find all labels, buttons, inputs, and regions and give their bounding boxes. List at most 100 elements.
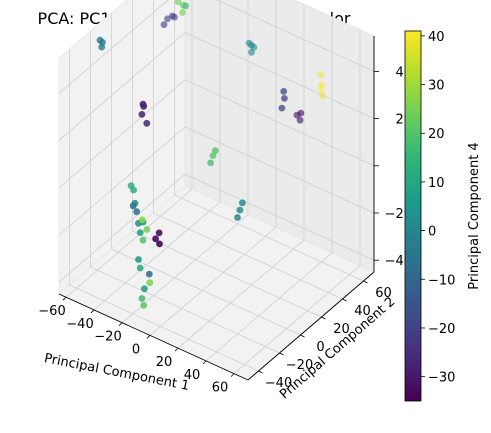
y-tick-label: −20 xyxy=(286,358,313,373)
y-tick-label: 60 xyxy=(375,286,392,301)
data-point xyxy=(319,92,326,100)
x-tick-mark xyxy=(202,360,207,365)
data-point xyxy=(98,43,106,51)
x-tick-mark xyxy=(118,322,123,326)
data-point xyxy=(143,226,151,233)
data-point xyxy=(293,111,301,119)
y-tick-mark xyxy=(300,334,305,338)
x-gridline xyxy=(177,4,305,349)
y-tick-label: 20 xyxy=(333,322,350,337)
data-point xyxy=(138,111,146,118)
y-tick-mark xyxy=(342,298,347,302)
y-tick-mark xyxy=(321,316,326,320)
data-point xyxy=(135,256,142,263)
data-point xyxy=(127,182,135,190)
colorbar-tick-label: 30 xyxy=(428,79,445,94)
x-tick-mark xyxy=(90,309,95,314)
x-tick-label: 20 xyxy=(156,355,173,370)
data-point xyxy=(138,216,146,224)
data-point xyxy=(164,15,171,23)
data-point xyxy=(139,236,147,244)
x-tick-mark xyxy=(62,296,67,301)
x-tick-mark xyxy=(174,347,179,352)
y-tick-label: 40 xyxy=(354,304,371,319)
z-gridline xyxy=(58,0,375,94)
data-point xyxy=(234,214,241,221)
y-gridline xyxy=(90,31,280,354)
data-point xyxy=(245,39,253,47)
colorbar-tick-label: 10 xyxy=(428,176,445,191)
data-point xyxy=(141,285,148,293)
data-point xyxy=(155,229,163,237)
data-point xyxy=(182,2,190,10)
data-point xyxy=(239,199,246,207)
data-point xyxy=(171,13,178,21)
data-point xyxy=(317,71,325,79)
colorbar-tick-label: −10 xyxy=(428,273,455,288)
x-tick-label: 0 xyxy=(132,342,140,357)
data-point xyxy=(207,159,215,167)
data-point xyxy=(281,95,288,102)
y-axis-line xyxy=(247,271,375,381)
colorbar-tick-label: 20 xyxy=(428,127,445,142)
data-point xyxy=(248,48,255,56)
x-gridline xyxy=(233,29,361,374)
data-point xyxy=(136,229,144,237)
x-tick-mark xyxy=(146,335,151,339)
colorbar-tick-label: 40 xyxy=(428,30,445,45)
axes-grid xyxy=(58,0,375,374)
data-point xyxy=(278,104,286,112)
data-point xyxy=(152,235,160,243)
data-point xyxy=(318,81,325,89)
z-gridline xyxy=(58,173,375,283)
data-point xyxy=(145,270,153,278)
x-gridline xyxy=(205,16,333,362)
data-point xyxy=(140,302,148,309)
axes-panes xyxy=(58,0,375,381)
x-gridline xyxy=(121,0,249,324)
data-point xyxy=(131,199,139,207)
data-point xyxy=(296,116,304,124)
y-tick-mark xyxy=(279,352,284,356)
colorbar xyxy=(404,30,422,402)
data-point xyxy=(146,279,154,287)
data-point xyxy=(133,208,141,216)
x-tick-label: −40 xyxy=(66,317,93,332)
x-axis-line xyxy=(58,293,249,381)
y-gridline xyxy=(153,0,343,300)
x-gridline xyxy=(65,0,193,298)
x-gridline xyxy=(149,0,277,336)
x-tick-label: −20 xyxy=(94,330,121,345)
data-point xyxy=(139,100,147,108)
x-gridline xyxy=(93,0,221,311)
y-tick-label: −40 xyxy=(265,376,292,391)
colorbar-tick-label: −30 xyxy=(428,371,455,386)
y-tick-mark xyxy=(258,370,263,374)
data-point xyxy=(143,119,151,127)
y-gridline xyxy=(132,0,322,318)
y-gridline xyxy=(111,13,301,336)
y-tick-label: 0 xyxy=(316,340,324,355)
data-point xyxy=(156,240,163,248)
colorbar-tick-label: 0 xyxy=(428,225,436,240)
z-gridline xyxy=(58,32,375,141)
x-tick-label: 40 xyxy=(184,368,201,383)
data-point xyxy=(280,88,288,95)
data-point xyxy=(174,0,182,6)
y-tick-mark xyxy=(363,280,368,284)
data-point xyxy=(179,9,187,16)
x-tick-mark xyxy=(230,373,235,377)
y-gridline xyxy=(174,0,364,282)
z-gridline xyxy=(58,79,375,189)
data-point xyxy=(96,36,104,44)
x-tick-label: 60 xyxy=(212,381,229,396)
colorbar-tick-label: −20 xyxy=(428,322,455,337)
data-point xyxy=(318,86,325,93)
z-gridline xyxy=(58,126,375,236)
data-point xyxy=(209,152,217,160)
data-points xyxy=(96,0,326,309)
data-point xyxy=(138,295,146,302)
data-point xyxy=(236,206,244,214)
colorbar-ticks: −30 −20 −10 0 10 20 30 40 xyxy=(421,30,455,386)
